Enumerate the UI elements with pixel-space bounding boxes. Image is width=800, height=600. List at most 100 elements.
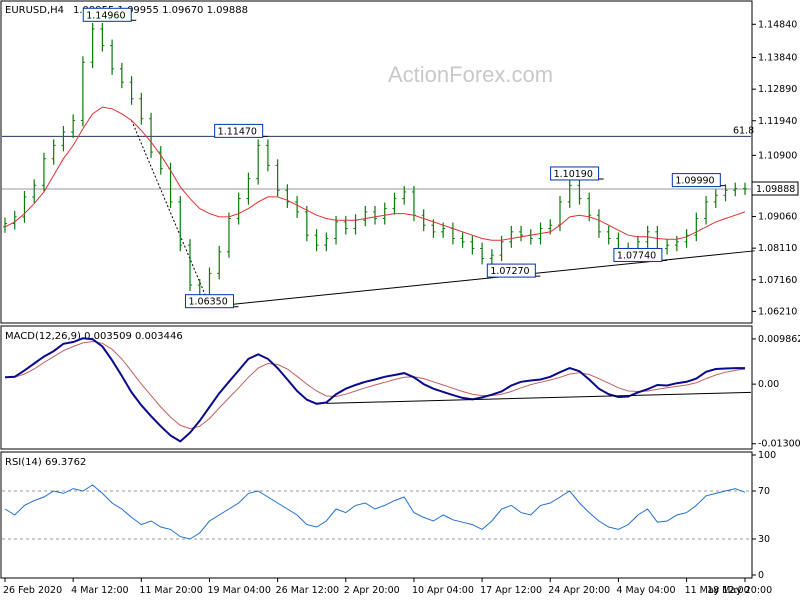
price-bar — [519, 225, 524, 242]
price-annotation-text: 1.14960 — [86, 10, 125, 21]
price-axis-label: 1.14840 — [758, 19, 797, 30]
x-axis-label: 26 Mar 12:00 — [276, 585, 339, 596]
decline-dotted-line — [131, 120, 210, 306]
price-bar — [119, 62, 124, 89]
axis-layer: 26 Feb 2020 4 Mar 12:00 11 Mar 20:00 19 Mar… — [3, 578, 772, 596]
price-bar — [41, 152, 46, 192]
price-axis-label: 1.10900 — [758, 150, 797, 161]
x-axis-label: 18 May 20:00 — [707, 585, 772, 596]
price-bar — [480, 242, 485, 265]
price-bar — [295, 195, 300, 218]
price-bar — [743, 182, 747, 195]
price-annotation: 1.06350 — [184, 294, 239, 309]
price-bar — [363, 205, 368, 227]
macd-panel-title: MACD(12,26,9) 0.003509 0.003446 — [5, 331, 183, 342]
macd-axis-label: 0.00 — [758, 379, 779, 390]
price-annotation-box — [613, 247, 663, 262]
price-bar — [382, 202, 387, 225]
price-axis-label: 1.08110 — [758, 243, 797, 254]
x-axis-label: 4 May 04:00 — [616, 585, 675, 596]
price-annotation-box — [486, 263, 536, 278]
price-bar — [256, 139, 261, 185]
price-bar — [489, 249, 494, 265]
price-bar — [314, 229, 319, 252]
price-bar — [421, 209, 426, 232]
price-annotation: 1.14960 — [82, 7, 137, 22]
price-panel-frame — [0, 0, 753, 324]
price-bar — [149, 112, 154, 159]
price-annotation-box — [184, 294, 234, 309]
current-price-label: 1.09888 — [756, 184, 795, 195]
x-axis-label: 11 Mar 20:00 — [139, 585, 202, 596]
price-bar — [3, 217, 7, 233]
price-bar — [704, 195, 709, 225]
x-axis-label: 11 May 12:00 — [685, 585, 750, 596]
price-bar — [246, 172, 251, 205]
price-bar — [596, 209, 601, 238]
price-bar — [713, 189, 718, 208]
price-bar — [509, 225, 514, 248]
x-axis-label: 2 Apr 20:00 — [344, 585, 400, 596]
price-bar — [12, 210, 17, 230]
x-axis-label: 19 Mar 04:00 — [207, 585, 270, 596]
price-bar — [32, 179, 37, 203]
price-bar — [90, 22, 95, 69]
rsi-line — [4, 484, 746, 540]
price-bar — [577, 179, 582, 205]
price-panel-header-ohlc: 1.09955 1.09955 1.09670 1.09888 — [73, 5, 248, 16]
price-bar — [80, 56, 85, 127]
price-bar — [723, 184, 728, 202]
price-annotation-box — [671, 173, 721, 188]
price-bar — [51, 139, 56, 165]
price-annotation-box — [82, 7, 132, 22]
price-axis-label: 1.12890 — [758, 84, 797, 95]
price-annotation: 1.07270 — [486, 263, 541, 278]
price-bar — [158, 146, 163, 175]
macd-trendline — [326, 391, 752, 404]
moving-average-line — [4, 106, 746, 241]
rsi-axis-label: 30 — [758, 534, 770, 545]
price-bar — [129, 76, 134, 105]
price-bar — [353, 214, 358, 235]
price-annotation-text: 1.06350 — [188, 297, 227, 308]
price-bar — [402, 185, 407, 205]
fib-618-label: 61.8 — [733, 125, 754, 136]
rsi-axis-label: 100 — [758, 450, 776, 461]
macd-layer: 0.009862 0.00 -0.013002 — [4, 334, 800, 450]
current-price-box — [751, 181, 799, 196]
price-bar — [188, 239, 192, 292]
price-bar — [567, 179, 572, 208]
macd-panel-frame — [0, 325, 753, 450]
price-annotation: 1.09990 — [671, 173, 726, 188]
price-bar — [373, 205, 377, 225]
price-annotation-box — [550, 166, 600, 181]
price-bar — [285, 184, 290, 208]
price-annotation-text: 1.07270 — [490, 266, 529, 277]
price-bar — [733, 182, 738, 197]
price-bar — [392, 192, 397, 215]
price-panel-header-symbol: EURUSD,H4 — [5, 5, 64, 16]
macd-signal-line — [4, 340, 746, 430]
price-layer: 61.8 1.14960 1.11470 1.06350 1.10190 1.07270 1… — [2, 7, 799, 317]
price-bar — [100, 22, 105, 52]
price-bar — [61, 126, 66, 152]
price-bar — [470, 235, 475, 255]
price-bar — [226, 212, 231, 258]
price-bar — [265, 139, 270, 172]
x-axis-label: 17 Apr 12:00 — [480, 585, 542, 596]
rsi-layer: 100 70 30 0 — [2, 450, 776, 581]
price-bar — [178, 195, 183, 252]
watermark: ActionForex.com — [388, 62, 553, 87]
price-annotation: 1.07740 — [613, 247, 667, 262]
price-bar — [665, 239, 670, 255]
price-bar — [606, 225, 611, 245]
macd-axis-label: 0.009862 — [758, 334, 800, 345]
price-bar — [460, 232, 465, 248]
price-annotation-text: 1.10190 — [554, 169, 593, 180]
rsi-panel-title: RSI(14) 69.3762 — [5, 457, 86, 468]
rsi-axis-label: 70 — [758, 486, 770, 497]
x-axis-label: 10 Apr 04:00 — [412, 585, 474, 596]
price-bar — [684, 229, 689, 248]
